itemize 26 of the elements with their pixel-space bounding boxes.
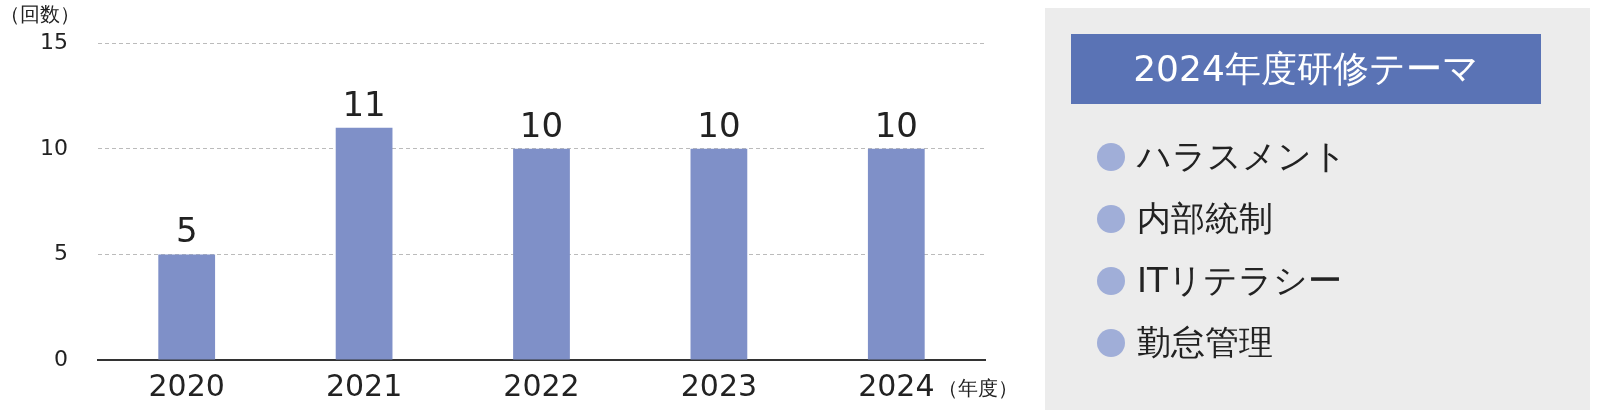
y-tick-label: 15: [39, 28, 68, 54]
bar: [867, 148, 925, 360]
text: 2024年度研修テーマ: [1071, 34, 1541, 104]
data-label: 10: [519, 104, 564, 145]
x-tick-label: 2020: [148, 367, 225, 403]
bar: [335, 127, 393, 360]
x-axis-title: （年度）: [938, 376, 1019, 401]
text: 内部統制: [1137, 197, 1273, 240]
data-label: 10: [874, 104, 918, 145]
data-label: 11: [342, 83, 386, 124]
y-axis-title: （回数）: [0, 2, 80, 27]
x-tick-label: 2022: [503, 367, 580, 403]
x-tick-label: 2021: [325, 367, 403, 403]
text: 勤怠管理: [1137, 321, 1273, 364]
text: ITリテラシー: [1137, 259, 1342, 302]
y-tick-label: 5: [53, 240, 68, 266]
y-tick-label: 0: [53, 345, 68, 371]
x-tick-label: 2024: [858, 367, 935, 403]
x-tick-label: 2023: [680, 367, 758, 403]
data-label: 10: [697, 104, 741, 145]
text: ハラスメント: [1137, 135, 1347, 178]
bar: [513, 148, 570, 360]
y-tick-label: 10: [39, 134, 68, 160]
bar: [690, 148, 748, 360]
bar: [158, 254, 216, 360]
data-label: 5: [175, 210, 198, 251]
